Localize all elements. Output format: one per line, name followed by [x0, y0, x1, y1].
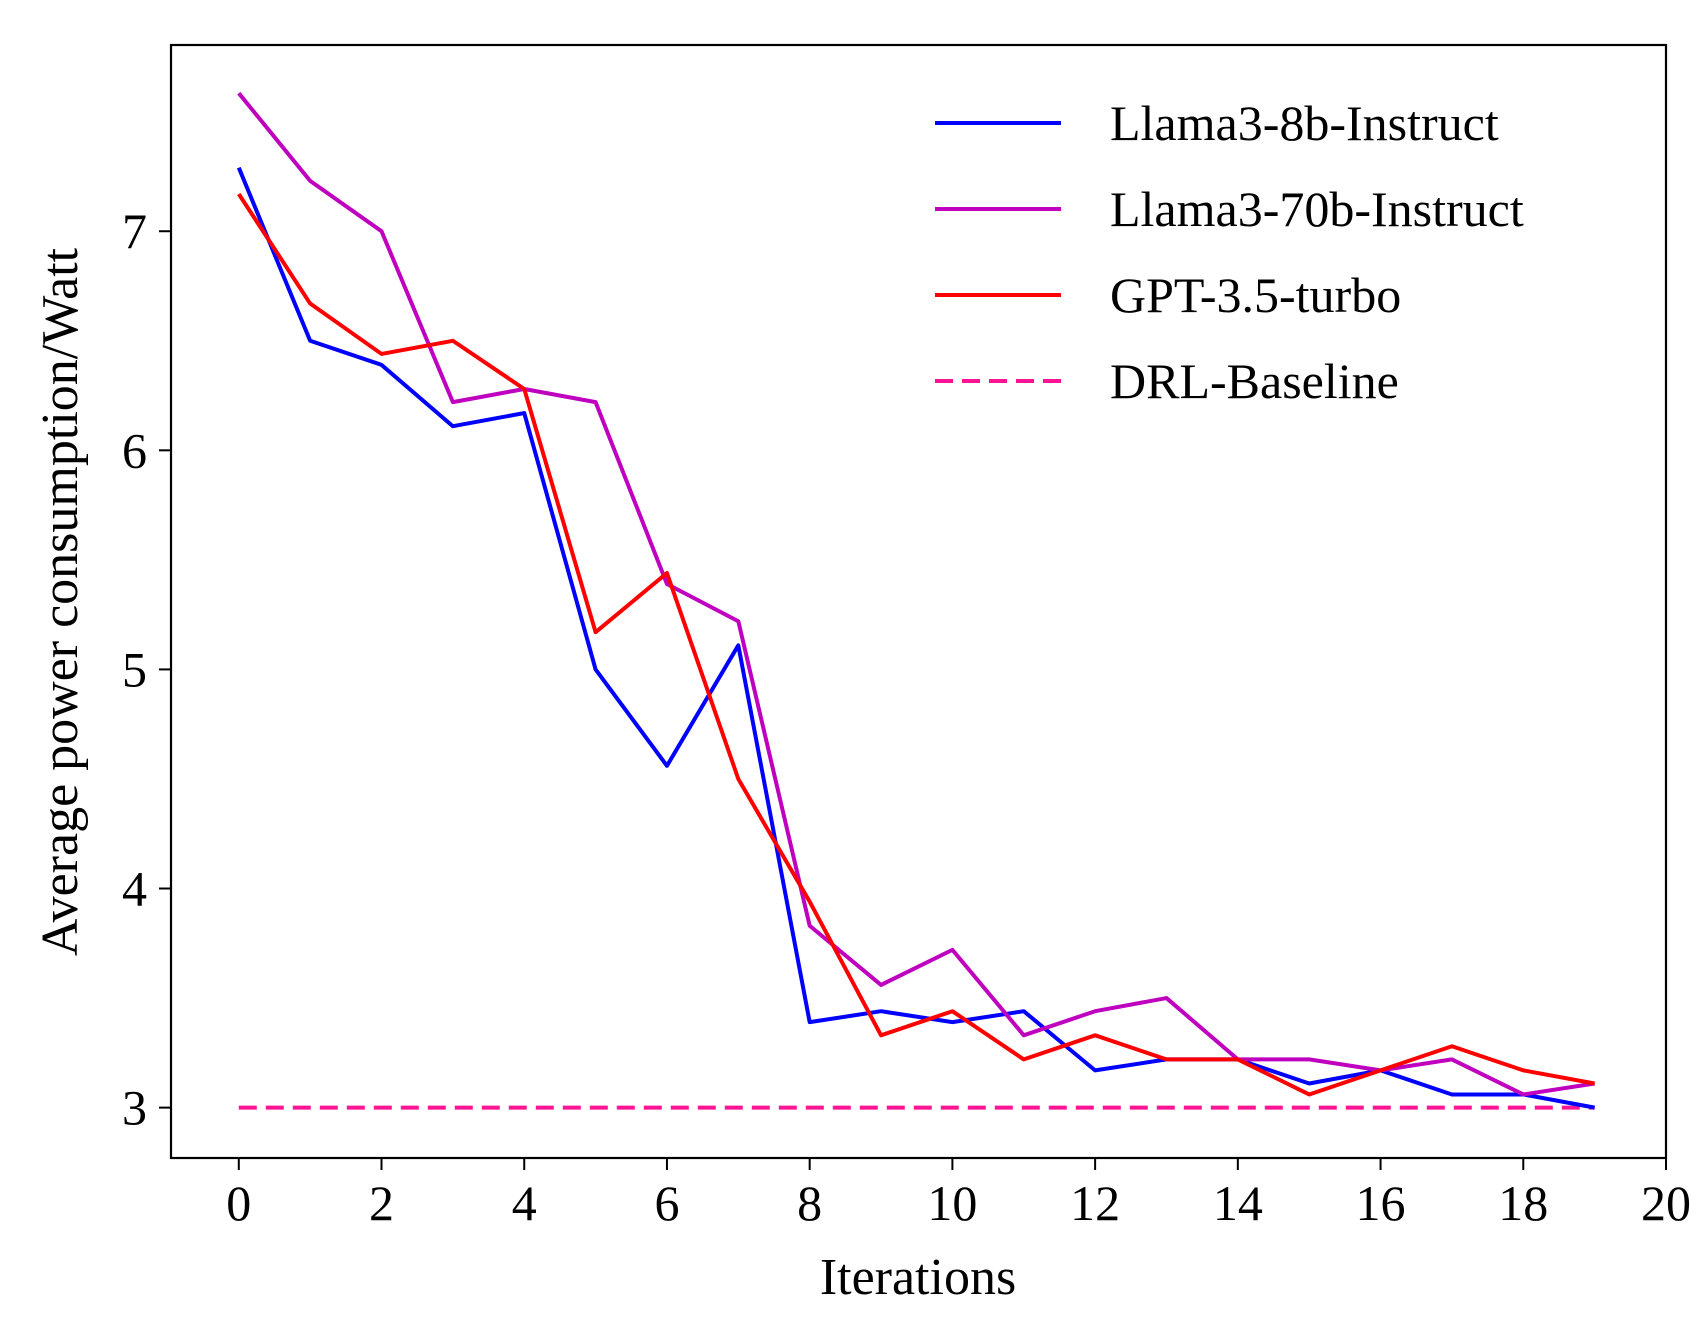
y-tick-label: 4 [122, 861, 147, 917]
x-tick-label: 4 [512, 1175, 537, 1231]
legend-label: GPT-3.5-turbo [1110, 267, 1401, 323]
y-tick-label: 7 [122, 203, 147, 259]
y-axis-ticks: 3 4 5 6 7 [122, 203, 171, 1136]
x-tick-label: 20 [1641, 1175, 1691, 1231]
x-tick-label: 0 [226, 1175, 251, 1231]
series-group [236, 91, 1596, 1110]
series-line-llama3-70b-instruct [237, 91, 1595, 1097]
x-axis-title: Iterations [820, 1249, 1016, 1306]
legend-item: Llama3-70b-Instruct [935, 181, 1524, 237]
x-tick-label: 2 [369, 1175, 394, 1231]
x-tick-label: 16 [1356, 1175, 1406, 1231]
x-tick-label: 12 [1070, 1175, 1120, 1231]
x-tick-label: 14 [1213, 1175, 1263, 1231]
legend-item: Llama3-8b-Instruct [935, 95, 1499, 151]
legend: Llama3-8b-Instruct Llama3-70b-Instruct GPT… [935, 95, 1524, 409]
legend-label: Llama3-8b-Instruct [1110, 95, 1499, 151]
legend-item: GPT-3.5-turbo [935, 267, 1401, 323]
x-axis-ticks: 0 2 4 6 8 10 12 14 16 18 20 [226, 1158, 1691, 1231]
x-tick-label: 10 [927, 1175, 977, 1231]
y-tick-label: 6 [122, 422, 147, 478]
x-tick-label: 6 [654, 1175, 679, 1231]
y-axis-title: Average power consumption/Watt [32, 247, 89, 956]
legend-label: Llama3-70b-Instruct [1110, 181, 1524, 237]
y-tick-label: 3 [122, 1080, 147, 1136]
series-line-gpt-3-5-turbo [237, 192, 1596, 1097]
legend-label: DRL-Baseline [1110, 353, 1399, 409]
x-tick-label: 18 [1498, 1175, 1548, 1231]
legend-item: DRL-Baseline [935, 353, 1399, 409]
y-tick-label: 5 [122, 641, 147, 697]
x-tick-label: 8 [797, 1175, 822, 1231]
plot-area-frame [169, 43, 1668, 1160]
